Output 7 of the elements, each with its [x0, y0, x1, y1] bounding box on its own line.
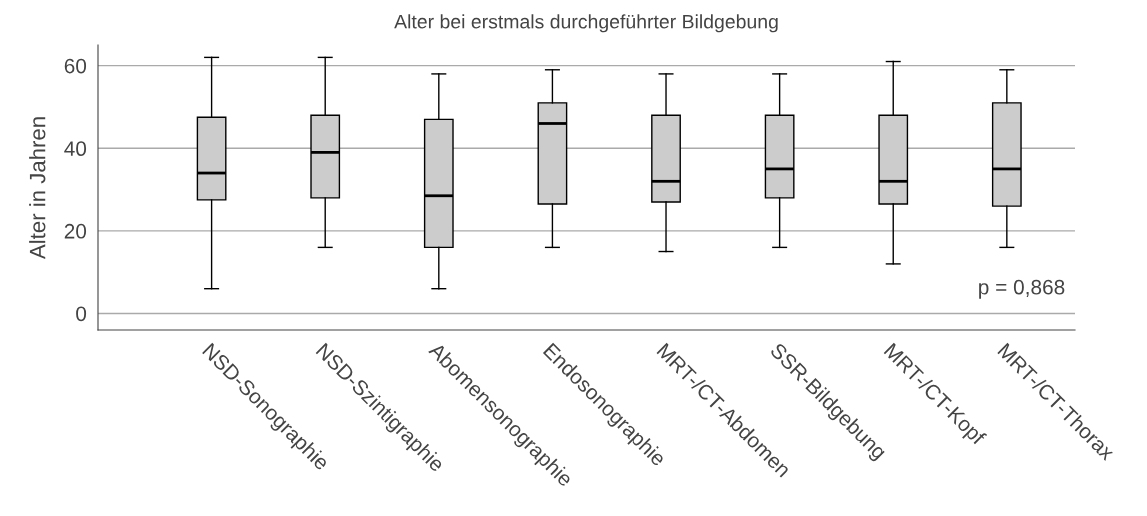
- y-tick-label: 60: [64, 58, 87, 74]
- annotation: p = 0,868: [979, 279, 1065, 299]
- y-axis-title: Alter in Jahren: [29, 117, 46, 260]
- y-tick-label: 20: [64, 223, 87, 239]
- chart-title: Alter bei erstmals durchgeführter Bildgebung: [394, 14, 778, 33]
- y-tick-label: 40: [64, 141, 87, 157]
- y-tick-label: 0: [76, 306, 87, 322]
